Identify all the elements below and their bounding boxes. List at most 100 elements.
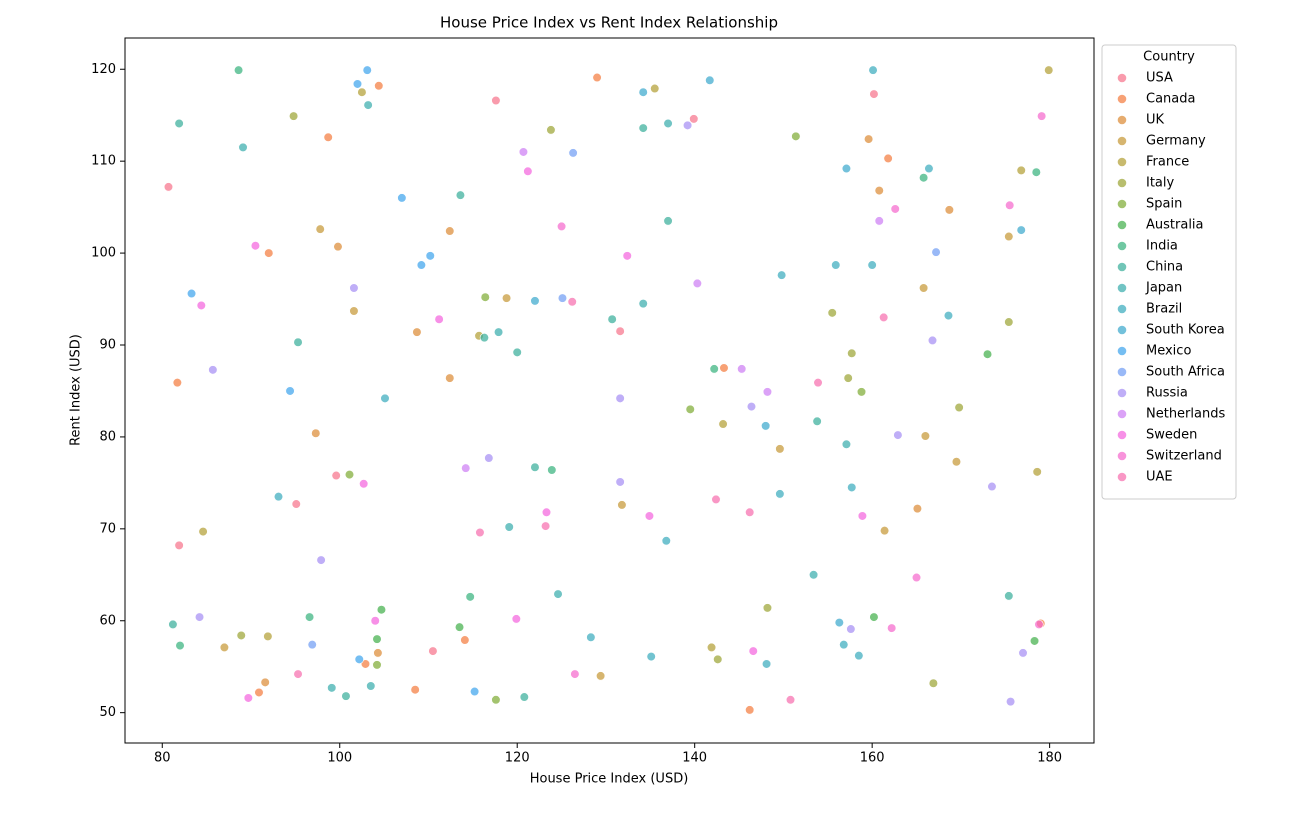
point — [841, 163, 852, 174]
point — [186, 288, 197, 299]
point — [425, 251, 435, 261]
x-axis-label: House Price Index (USD) — [530, 772, 689, 787]
point — [646, 651, 656, 662]
point — [1004, 317, 1014, 327]
legend-label: China — [1146, 260, 1183, 275]
legend-box — [1101, 44, 1237, 500]
legend-marker — [1117, 430, 1127, 440]
legend-label: France — [1146, 155, 1189, 170]
point — [518, 147, 529, 157]
point — [1029, 636, 1040, 646]
point — [331, 470, 341, 481]
point — [1005, 200, 1015, 210]
point — [546, 125, 556, 135]
point — [175, 640, 185, 651]
point — [461, 463, 471, 473]
point — [315, 224, 325, 234]
point — [547, 465, 557, 475]
point — [843, 373, 853, 383]
x-tick-label: 180 — [1037, 751, 1062, 766]
point — [373, 648, 383, 658]
legend-marker — [1117, 178, 1127, 188]
point — [416, 260, 426, 270]
point — [869, 612, 879, 622]
point — [219, 642, 229, 653]
point — [293, 669, 303, 679]
point — [638, 87, 648, 97]
legend-marker — [1117, 304, 1127, 314]
legend-marker — [1117, 199, 1127, 209]
point — [719, 363, 729, 373]
legend-marker — [1117, 115, 1127, 125]
point — [931, 247, 941, 257]
point — [455, 190, 466, 200]
point — [460, 635, 470, 645]
point — [689, 114, 699, 124]
point — [172, 378, 182, 388]
legend-marker — [1117, 262, 1127, 272]
point — [911, 572, 922, 583]
legend-label: South Africa — [1146, 365, 1225, 380]
x-tick-label: 140 — [682, 751, 707, 766]
point — [1005, 697, 1016, 707]
point — [705, 75, 715, 85]
point — [874, 216, 884, 226]
point — [1031, 167, 1041, 177]
point — [307, 640, 317, 650]
point — [944, 205, 954, 215]
point — [363, 100, 373, 110]
point — [745, 705, 755, 715]
point — [864, 134, 874, 144]
point — [479, 333, 489, 343]
point — [511, 614, 521, 624]
point — [596, 671, 606, 681]
point — [480, 292, 490, 302]
legend-label: Italy — [1146, 176, 1175, 191]
point — [194, 612, 205, 622]
point — [236, 630, 246, 641]
y-tick-label: 80 — [99, 429, 116, 444]
point — [428, 646, 438, 656]
legend-marker — [1117, 220, 1127, 230]
y-tick-label: 120 — [91, 62, 116, 77]
point — [291, 499, 301, 509]
point — [887, 623, 897, 633]
y-tick-label: 90 — [99, 338, 116, 353]
point — [304, 612, 315, 622]
legend-label: Sweden — [1146, 428, 1197, 443]
point — [445, 226, 455, 236]
chart-title: House Price Index vs Rent Index Relation… — [440, 14, 778, 32]
point — [777, 270, 787, 280]
legend-label: India — [1146, 239, 1178, 254]
point — [650, 83, 660, 94]
point — [615, 477, 625, 487]
point — [745, 507, 755, 517]
point — [761, 421, 771, 431]
point — [762, 603, 773, 613]
point — [412, 327, 422, 337]
point — [775, 489, 785, 499]
legend-marker — [1117, 94, 1127, 104]
point — [912, 504, 923, 514]
point — [434, 314, 444, 324]
y-tick-label: 70 — [99, 521, 116, 536]
point — [238, 142, 248, 152]
point — [504, 522, 514, 532]
point — [890, 204, 900, 214]
point — [924, 163, 934, 174]
point — [260, 677, 270, 687]
legend-marker — [1117, 73, 1127, 83]
point — [327, 683, 337, 693]
point — [523, 166, 533, 176]
point — [869, 89, 879, 99]
point — [847, 348, 857, 358]
point — [465, 592, 475, 602]
point — [943, 310, 954, 321]
point — [879, 526, 890, 536]
point — [491, 695, 501, 705]
point — [376, 605, 387, 615]
point — [362, 65, 372, 75]
point — [1044, 65, 1054, 75]
point — [746, 401, 757, 412]
point — [617, 500, 627, 510]
